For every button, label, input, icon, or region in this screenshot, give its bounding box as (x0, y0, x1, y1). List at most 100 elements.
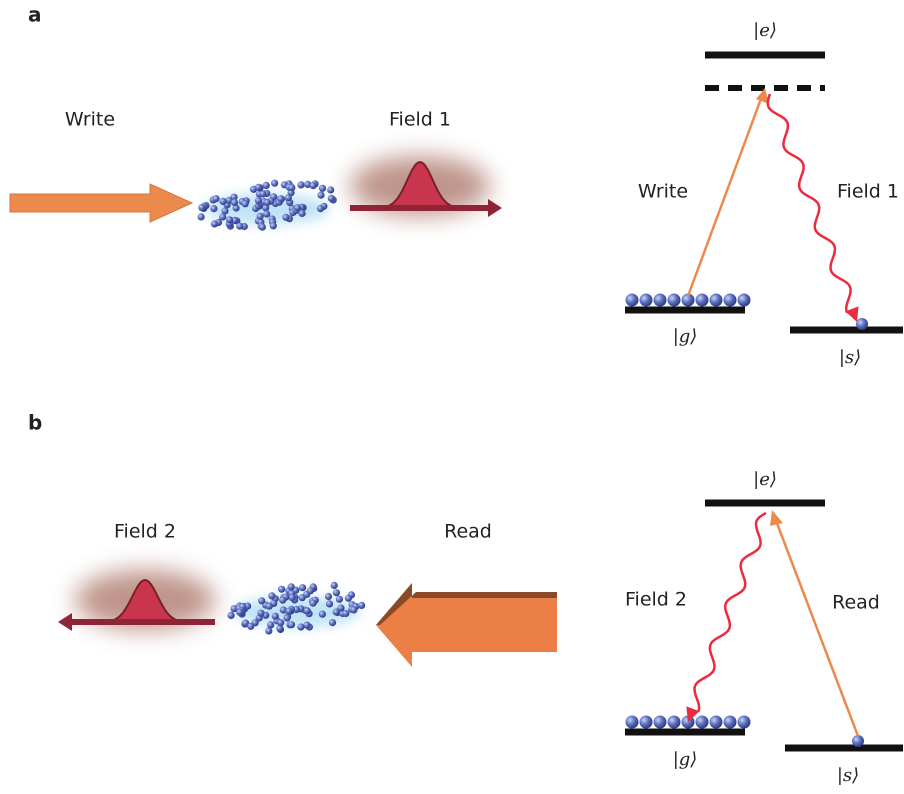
atom (331, 582, 338, 589)
atom (329, 619, 336, 626)
emission-wave (686, 513, 766, 722)
atom (294, 204, 301, 211)
atom (198, 213, 205, 220)
atom (219, 213, 226, 220)
atom (231, 199, 238, 206)
atom (724, 294, 737, 307)
atom-cloud (228, 582, 366, 635)
atom (266, 603, 273, 610)
atom (198, 204, 205, 211)
atom (640, 716, 653, 729)
atom (259, 224, 266, 231)
atom (668, 716, 681, 729)
panel-label: b (28, 411, 42, 435)
atom (226, 216, 233, 223)
pulse-label: Field 2 (114, 521, 176, 543)
atom (710, 716, 723, 729)
atom (358, 602, 365, 609)
beam-label: Write (65, 109, 115, 131)
atom (297, 623, 304, 630)
atom (654, 716, 667, 729)
atom (257, 610, 264, 617)
panel-label: a (28, 3, 42, 27)
atom (310, 182, 317, 189)
atom (272, 613, 279, 620)
atom (326, 600, 333, 607)
atom (265, 627, 272, 634)
atom (257, 213, 264, 220)
atom (236, 609, 243, 616)
atom (267, 621, 274, 628)
atom (242, 200, 249, 207)
ground-label: |g⟩ (673, 326, 698, 347)
pump-label: Write (638, 181, 688, 203)
atom (236, 223, 243, 230)
atom (289, 594, 296, 601)
atom (297, 181, 304, 188)
wave (768, 94, 851, 313)
excited-label: |e⟩ (753, 469, 777, 490)
atom (333, 589, 340, 596)
atom (738, 716, 751, 729)
atom (333, 608, 340, 615)
atom-cloud (198, 180, 337, 231)
atom (210, 205, 217, 212)
atom (325, 593, 332, 600)
field-pulse (58, 570, 215, 631)
atom (247, 623, 254, 630)
atom (299, 210, 306, 217)
atom (304, 607, 311, 614)
atom (220, 198, 227, 205)
atom (255, 197, 262, 204)
atom (228, 612, 235, 619)
atom (852, 735, 864, 747)
atom (283, 614, 290, 621)
write-beam (10, 184, 192, 222)
atom (654, 294, 667, 307)
emission-wave (768, 94, 859, 322)
storage-label: |s⟩ (837, 765, 859, 786)
atom (310, 600, 317, 607)
atom (317, 192, 324, 199)
atom (696, 294, 709, 307)
ground-label: |g⟩ (673, 749, 698, 770)
beam-label: Read (444, 521, 492, 543)
atom (288, 621, 295, 628)
atom (270, 222, 277, 229)
pump-arrow (775, 518, 858, 736)
atom (212, 195, 219, 202)
arrowhead (770, 510, 783, 526)
atom (288, 184, 295, 191)
atom (255, 184, 262, 191)
atom (317, 205, 324, 212)
atom (299, 584, 306, 591)
atom (738, 294, 751, 307)
figure: a Write Field 1 |e⟩ |g⟩ |s⟩ Write Field … (0, 0, 904, 794)
atom (258, 597, 265, 604)
atom (285, 194, 292, 201)
atom (271, 180, 278, 187)
atom (307, 587, 314, 594)
atom (626, 294, 639, 307)
atom (856, 318, 868, 330)
field-pulse (350, 156, 502, 217)
atom (668, 294, 681, 307)
atom (724, 716, 737, 729)
atom (319, 185, 326, 192)
atom (263, 210, 270, 217)
atom (264, 199, 271, 206)
atom (277, 195, 284, 202)
atom (288, 583, 295, 590)
storage-label: |s⟩ (839, 347, 861, 368)
atom (336, 596, 343, 603)
atom (279, 597, 286, 604)
atom (342, 610, 349, 617)
atom (263, 182, 270, 189)
atom (328, 195, 335, 202)
atom (640, 294, 653, 307)
atom (285, 608, 292, 615)
atom (350, 606, 357, 613)
atom (278, 586, 285, 593)
emission-label: Field 1 (837, 181, 899, 203)
pump-arrow (688, 96, 762, 296)
